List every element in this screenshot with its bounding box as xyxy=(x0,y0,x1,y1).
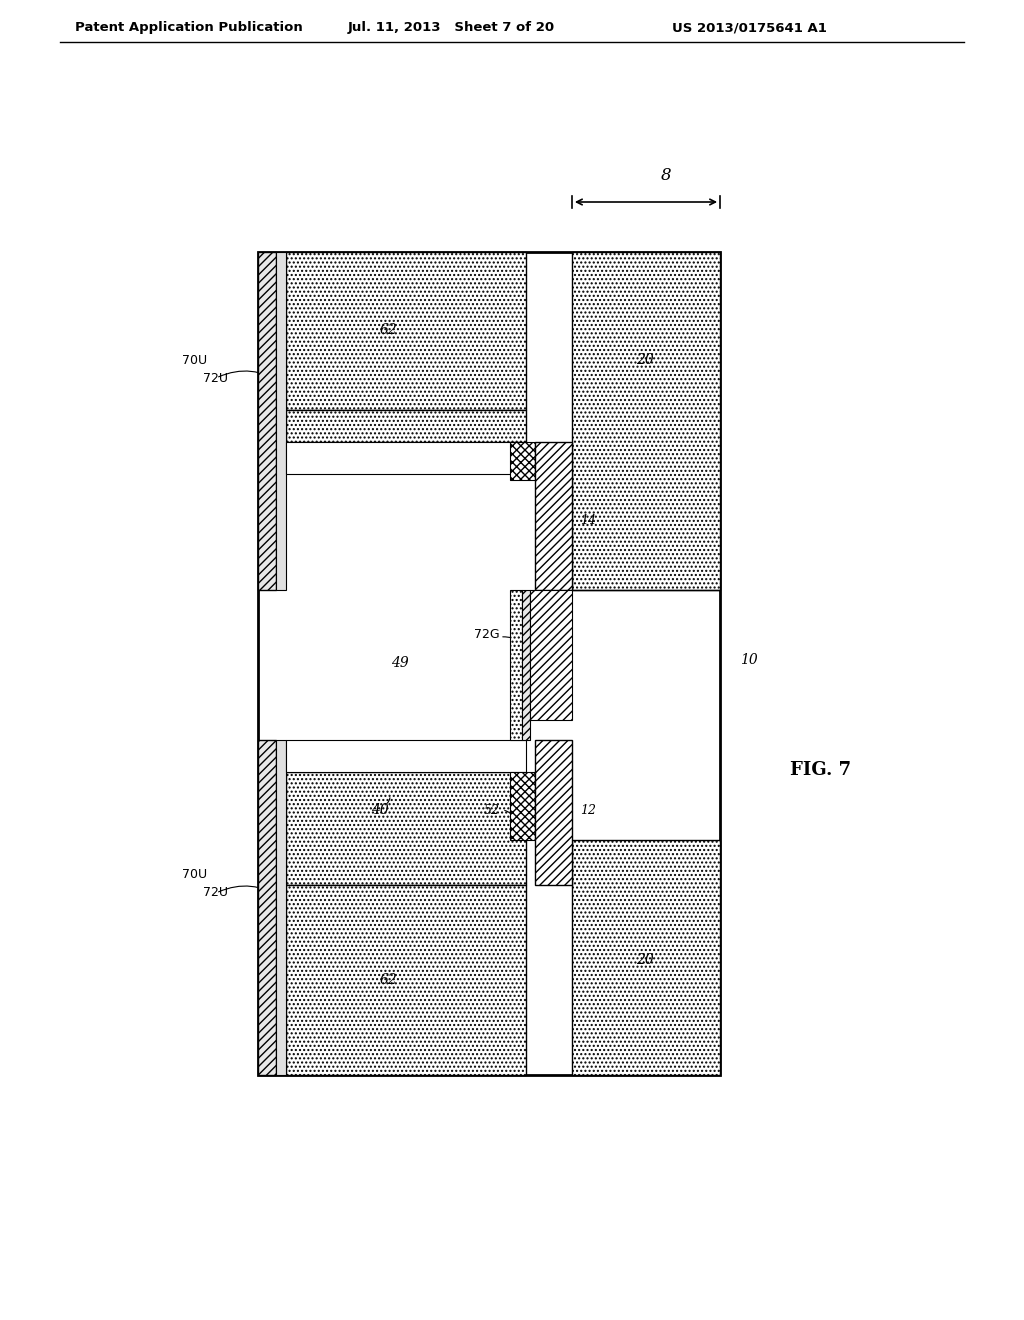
Bar xyxy=(258,252,720,1074)
Text: 72U: 72U xyxy=(203,371,227,384)
Text: 12: 12 xyxy=(580,804,596,817)
Text: FIG. 7: FIG. 7 xyxy=(790,762,851,779)
Text: 70U: 70U xyxy=(182,869,208,882)
Bar xyxy=(286,772,526,884)
Text: 54: 54 xyxy=(484,444,500,457)
Bar xyxy=(510,442,535,480)
Bar xyxy=(530,590,572,719)
Bar xyxy=(535,741,572,884)
Bar xyxy=(510,590,522,741)
Bar xyxy=(276,252,286,590)
Text: 72U: 72U xyxy=(203,887,227,899)
Bar xyxy=(276,741,286,1074)
Text: 62: 62 xyxy=(379,323,397,337)
Bar xyxy=(258,741,276,1074)
Text: 62: 62 xyxy=(379,973,397,987)
Text: 10: 10 xyxy=(740,653,758,667)
Bar xyxy=(286,252,526,411)
Text: US 2013/0175641 A1: US 2013/0175641 A1 xyxy=(672,21,826,34)
Bar xyxy=(286,884,526,1074)
Text: 70U: 70U xyxy=(182,354,208,367)
Bar xyxy=(572,252,720,590)
Bar xyxy=(510,772,535,840)
Text: 8: 8 xyxy=(660,168,672,183)
Bar xyxy=(572,840,720,1074)
Text: 70G: 70G xyxy=(540,653,565,667)
Text: Patent Application Publication: Patent Application Publication xyxy=(75,21,303,34)
Bar xyxy=(286,442,526,474)
Bar xyxy=(535,442,572,590)
Text: 40: 40 xyxy=(371,455,389,469)
Text: 72G: 72G xyxy=(474,628,500,642)
Text: 40: 40 xyxy=(371,803,389,817)
Bar xyxy=(522,590,530,741)
Text: 14: 14 xyxy=(580,513,596,527)
Text: 20: 20 xyxy=(636,953,654,968)
Text: 52: 52 xyxy=(484,804,500,817)
Text: 20: 20 xyxy=(636,352,654,367)
Bar xyxy=(286,411,526,442)
Bar xyxy=(258,252,276,590)
Text: Jul. 11, 2013   Sheet 7 of 20: Jul. 11, 2013 Sheet 7 of 20 xyxy=(348,21,555,34)
Bar xyxy=(286,741,526,772)
Text: 49: 49 xyxy=(391,656,409,671)
